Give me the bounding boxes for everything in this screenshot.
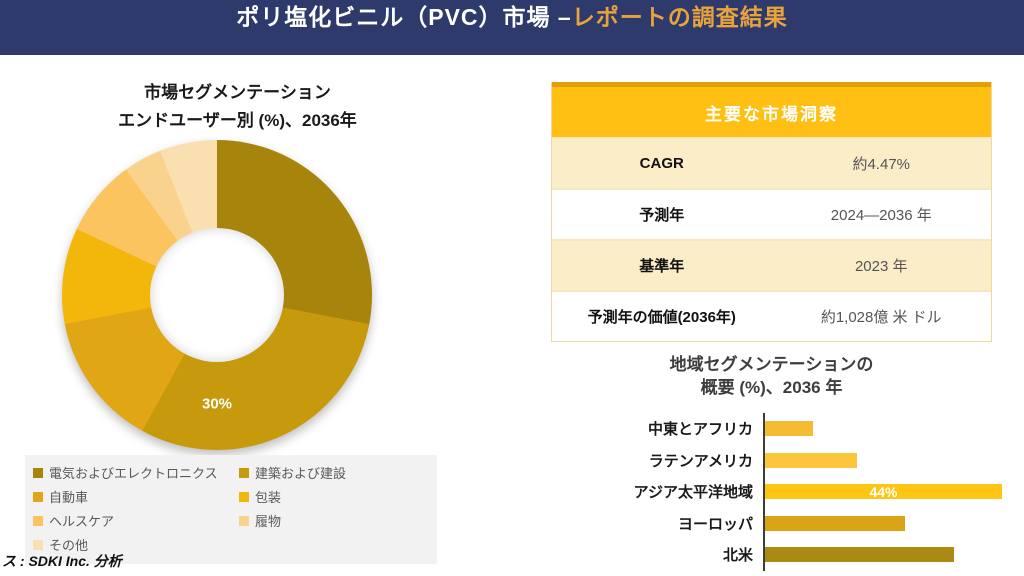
insights-table-top-strip bbox=[552, 82, 991, 87]
bar: 44% bbox=[765, 483, 1002, 500]
legend-label: 包装 bbox=[255, 490, 282, 505]
insight-value: 約4.47% bbox=[852, 156, 911, 173]
legend-swatch bbox=[239, 491, 249, 502]
donut-chart-title-line2: エンドユーザー別 (%)、2036年 bbox=[118, 111, 357, 130]
insight-row: 予測年の価値(2036年) 約1,028億 米 ドル bbox=[552, 290, 991, 341]
insight-row: CAGR 約4.47% bbox=[552, 137, 991, 188]
bar-chart-title-line1: 地域セグメンテーションの bbox=[669, 355, 874, 374]
insight-label: 予測年 bbox=[639, 207, 685, 224]
insight-label: 基準年 bbox=[639, 258, 685, 275]
donut-chart-title-line1: 市場セグメンテーション bbox=[144, 83, 331, 102]
legend-item: 自動車 bbox=[33, 487, 239, 506]
source-note: ス : SDKI Inc. 分析 bbox=[2, 553, 122, 569]
bar-data-label: 44% bbox=[869, 483, 898, 500]
bar-row: ヨーロッパ bbox=[551, 508, 1021, 540]
legend-swatch bbox=[33, 515, 43, 526]
bar-row: 中東とアフリカ bbox=[551, 413, 1021, 445]
donut-hole bbox=[150, 228, 284, 362]
bar-chart: 中東とアフリカ ラテンアメリカ アジア太平洋地域 44% ヨーロッパ 北米 bbox=[551, 413, 1021, 571]
page-title-main: ポリ塩化ビニル（PVC）市場 – bbox=[236, 4, 572, 30]
legend-swatch bbox=[33, 491, 43, 502]
legend-label: 電気およびエレクトロニクス bbox=[49, 466, 218, 481]
legend-label: ヘルスケア bbox=[49, 514, 115, 529]
insight-label: CAGR bbox=[639, 155, 684, 172]
bar-axis bbox=[763, 413, 765, 571]
bar bbox=[765, 515, 905, 531]
legend-swatch bbox=[33, 467, 43, 478]
bar-category-label: ラテンアメリカ bbox=[648, 452, 753, 470]
legend-label: 建築および建設 bbox=[255, 466, 347, 481]
legend-item: 電気およびエレクトロニクス bbox=[33, 463, 239, 482]
insight-label: 予測年の価値(2036年) bbox=[587, 309, 736, 326]
legend-swatch bbox=[33, 539, 43, 550]
legend-item: その他 bbox=[33, 535, 239, 554]
bar-category-label: ヨーロッパ bbox=[677, 515, 753, 533]
insight-value: 2023 年 bbox=[854, 258, 908, 275]
legend-label: 履物 bbox=[255, 514, 282, 529]
donut-legend: 電気およびエレクトロニクス 建築および建設 自動車 包装 ヘルスケア 履物 その… bbox=[25, 455, 437, 564]
legend-item: 建築および建設 bbox=[239, 463, 429, 482]
bar-category-label: 中東とアフリカ bbox=[647, 421, 753, 439]
bar bbox=[765, 452, 857, 468]
bar bbox=[765, 421, 813, 437]
insights-table-body: CAGR 約4.47% 予測年 2024—2036 年 基準年 2023 年 予… bbox=[552, 137, 991, 341]
legend-label: 自動車 bbox=[49, 490, 89, 505]
donut-data-label: 30% bbox=[201, 395, 233, 413]
bar-row: アジア太平洋地域 44% bbox=[551, 476, 1021, 508]
page-title-accent: レポートの調査結果 bbox=[571, 4, 788, 30]
legend-item: 包装 bbox=[239, 487, 429, 506]
legend-item: 履物 bbox=[239, 511, 429, 530]
legend-swatch bbox=[239, 467, 249, 478]
legend-item: ヘルスケア bbox=[33, 511, 239, 530]
insight-row: 予測年 2024—2036 年 bbox=[552, 188, 991, 239]
legend-label: その他 bbox=[49, 538, 89, 553]
header-bar: ポリ塩化ビニル（PVC）市場 –レポートの調査結果 bbox=[0, 0, 1024, 55]
insight-value: 2024—2036 年 bbox=[830, 207, 932, 224]
bar bbox=[765, 547, 954, 563]
bar-row: ラテンアメリカ bbox=[551, 445, 1021, 477]
insight-value: 約1,028億 米 ドル bbox=[820, 309, 942, 326]
bar-category-label: アジア太平洋地域 bbox=[633, 484, 753, 502]
insights-table-header: 主要な市場洞察 bbox=[552, 87, 991, 137]
insight-row: 基準年 2023 年 bbox=[552, 239, 991, 290]
insights-table: 主要な市場洞察 CAGR 約4.47% 予測年 2024—2036 年 基準年 … bbox=[551, 82, 992, 342]
donut-chart: 30% bbox=[62, 140, 372, 450]
bar-row: 北米 bbox=[551, 539, 1021, 571]
legend-swatch bbox=[239, 515, 249, 526]
bar-category-label: 北米 bbox=[722, 547, 753, 565]
page-title: ポリ塩化ビニル（PVC）市場 –レポートの調査結果 bbox=[236, 0, 787, 32]
bar-chart-title-line2: 概要 (%)、2036 年 bbox=[700, 378, 843, 397]
